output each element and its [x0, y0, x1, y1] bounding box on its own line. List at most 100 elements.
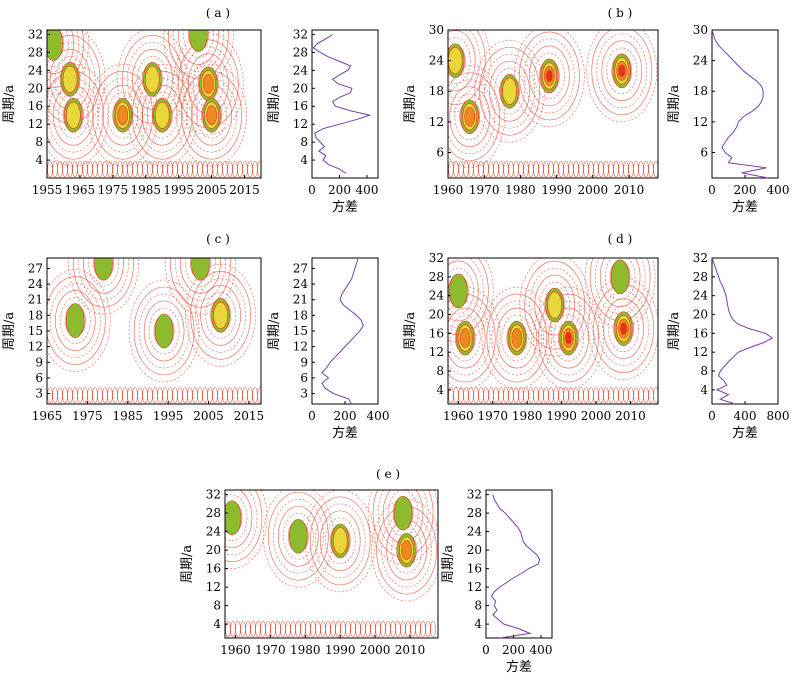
y-tick-label: 12: [429, 115, 444, 129]
panel-d: ( d ) 1960 1970 1980 1990 2000 2010 4 8 12 16 20 24 2…: [403, 232, 789, 441]
variance-y-tick-label: 16: [467, 562, 482, 576]
variance-y-tick-label: 32: [467, 488, 482, 502]
significant-region: [401, 540, 412, 560]
contour-ring: [448, 65, 506, 169]
contour-ring: [591, 30, 653, 116]
noise-cell: [237, 160, 243, 178]
contour-ring: [524, 38, 575, 114]
noise-cell: [182, 160, 188, 178]
x-tick-label: 1995: [163, 183, 194, 197]
significant-region: [464, 106, 476, 127]
contour-ring: [309, 496, 371, 586]
noise-cell: [558, 387, 564, 404]
x-tick-label: 2010: [615, 409, 646, 423]
noise-cell: [232, 160, 238, 178]
noise-cell: [340, 620, 346, 638]
noise-cell: [528, 387, 534, 404]
significant-region: [66, 101, 81, 129]
variance-y-label: 周期/a: [667, 85, 682, 123]
variance-y-label: 周期/a: [441, 545, 456, 583]
contour-ring: [48, 77, 99, 153]
variance-y-tick-label: 21: [293, 293, 308, 307]
contour-ring: [448, 79, 496, 155]
noise-cell: [77, 387, 83, 404]
x-tick-label: 1965: [32, 409, 63, 423]
y-tick-label: 16: [28, 99, 43, 113]
noise-cell: [242, 387, 248, 404]
contour-ring: [78, 258, 129, 301]
contour-ring: [225, 490, 268, 570]
noise-cell: [478, 160, 484, 178]
noise-cell: [613, 387, 619, 404]
noise-cell: [192, 160, 198, 178]
contour-ring: [170, 258, 231, 308]
contour-ring: [225, 490, 258, 556]
variance-y-label: 周期/a: [267, 312, 282, 350]
short-period-band: [47, 160, 261, 178]
noise-cell: [643, 387, 649, 404]
contour-ring: [448, 267, 474, 315]
significant-region: [145, 65, 160, 93]
y-tick-label: 6: [35, 371, 43, 385]
noise-cell: [187, 160, 193, 178]
plot-frame: [447, 257, 659, 405]
contour-ring: [122, 35, 183, 124]
noise-cell: [578, 160, 584, 178]
noise-cell: [653, 160, 658, 178]
contour-ring: [479, 46, 540, 136]
noise-cell: [498, 387, 504, 404]
variance-y-tick-label: 12: [693, 345, 708, 359]
noise-cell: [618, 160, 624, 178]
noise-cell: [345, 620, 351, 638]
noise-cell: [52, 160, 58, 178]
x-tick-label: 1980: [505, 183, 536, 197]
variance-x-tick-label: 0: [308, 409, 316, 423]
y-axis-label: 周期/a: [2, 312, 17, 350]
noise-cell: [252, 387, 258, 404]
noise-cell: [453, 160, 459, 178]
noise-cell: [583, 387, 589, 404]
noise-cell: [508, 387, 514, 404]
noise-cell: [102, 160, 108, 178]
noise-cell: [548, 387, 554, 404]
contour-ring: [178, 30, 219, 65]
noise-cell: [613, 160, 619, 178]
noise-cell: [573, 387, 579, 404]
noise-cell: [608, 387, 614, 404]
contour-ring: [225, 490, 253, 549]
noise-cell: [217, 160, 223, 178]
variance-y-tick-label: 12: [467, 580, 482, 594]
noise-cell: [112, 160, 118, 178]
variance-y-tick-label: 18: [293, 308, 308, 322]
significant-region: [459, 328, 471, 348]
contour-ring: [200, 285, 241, 346]
x-tick-label: 1975: [72, 409, 103, 423]
noise-cell: [425, 620, 431, 638]
noise-cell: [653, 387, 658, 404]
y-tick-label: 3: [35, 387, 43, 401]
noise-cell: [237, 387, 243, 404]
x-tick-label: 1960: [443, 409, 474, 423]
noise-cell: [350, 620, 356, 638]
contour-ring: [606, 47, 638, 95]
noise-cell: [172, 160, 178, 178]
y-tick-label: 20: [28, 81, 43, 95]
noise-cell: [518, 160, 524, 178]
significant-region: [191, 258, 210, 281]
variance-y-tick-label: 24: [693, 54, 709, 68]
noise-cell: [558, 160, 564, 178]
noise-cell: [257, 160, 261, 178]
noise-cell: [112, 387, 118, 404]
noise-cell: [147, 160, 153, 178]
contour-ring: [128, 279, 200, 383]
contour-ring: [543, 300, 594, 376]
variance-y-label: 周期/a: [267, 85, 282, 123]
contour-ring: [474, 39, 545, 143]
contour-ring: [268, 491, 329, 581]
noise-cell: [127, 387, 133, 404]
y-tick-label: 30: [429, 23, 444, 37]
contour-ring: [195, 278, 246, 353]
noise-cell: [57, 387, 63, 404]
significant-region: [393, 495, 413, 531]
